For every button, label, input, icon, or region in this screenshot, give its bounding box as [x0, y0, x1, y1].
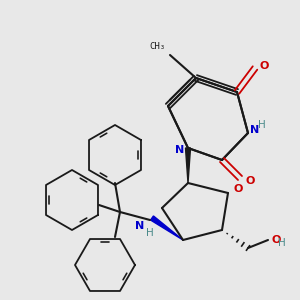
Text: O: O	[260, 61, 269, 71]
Text: H: H	[278, 238, 286, 248]
Text: N: N	[135, 221, 144, 231]
Text: CH₃: CH₃	[150, 42, 166, 51]
Text: O: O	[234, 184, 243, 194]
Text: O: O	[271, 235, 281, 245]
Text: N: N	[250, 125, 259, 135]
Text: H: H	[146, 228, 154, 238]
Text: N: N	[175, 145, 184, 155]
Text: H: H	[258, 120, 266, 130]
Polygon shape	[151, 216, 183, 240]
Text: O: O	[245, 176, 254, 186]
Polygon shape	[185, 148, 190, 183]
